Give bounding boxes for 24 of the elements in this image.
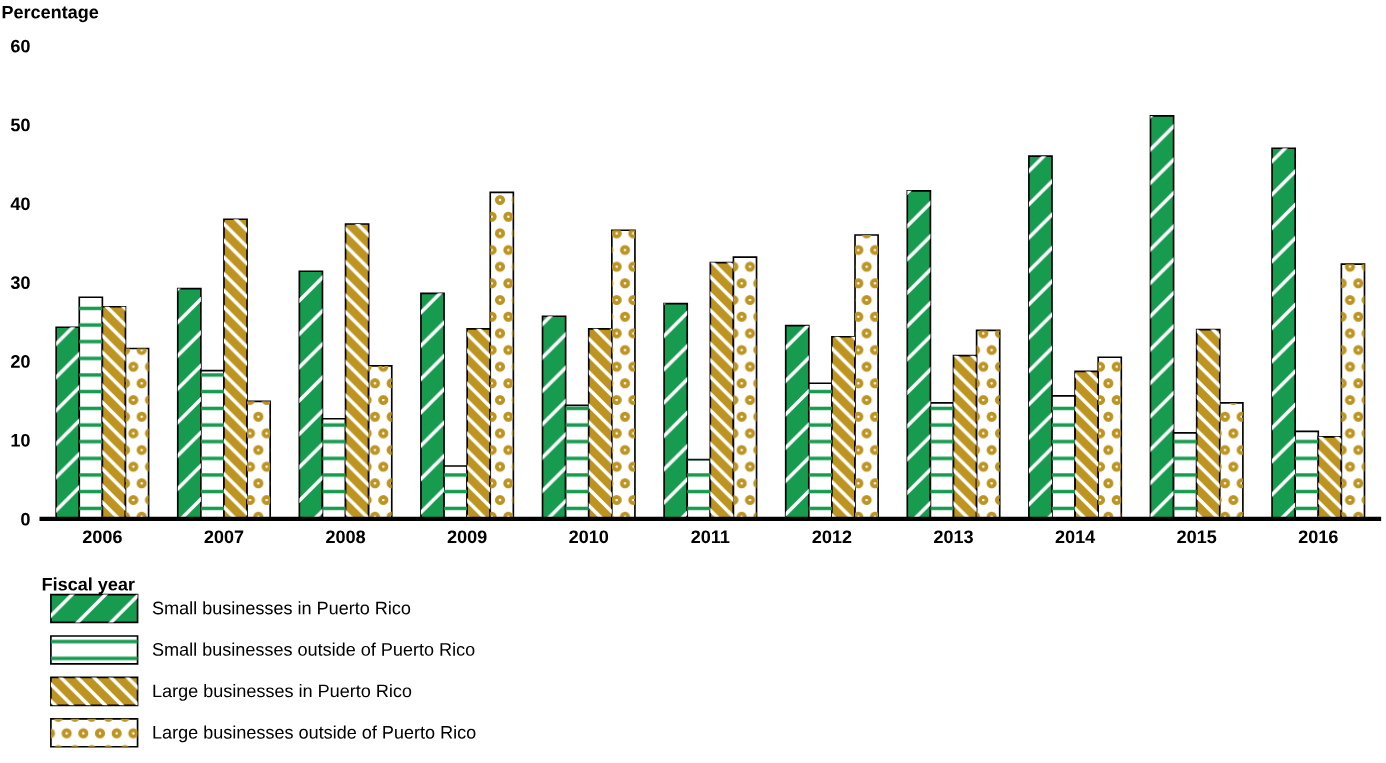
x-tick-label: 2015	[1177, 530, 1217, 544]
x-tick-label: 2013	[934, 530, 973, 544]
x-tick-label: 2008	[326, 530, 366, 544]
y-tick-label: 0	[21, 512, 30, 526]
legend-label: Large businesses in Puerto Rico	[153, 684, 412, 701]
x-tick-label: 2011	[691, 530, 730, 544]
x-tick-label: 2007	[204, 530, 244, 544]
x-tick-label: 2006	[82, 530, 122, 544]
x-tick-label: 2009	[447, 530, 487, 544]
x-tick-label: 2012	[812, 530, 852, 544]
legend-label: Large businesses outside of Puerto Rico	[153, 725, 476, 743]
x-axis-title: Fiscal year	[42, 577, 135, 595]
y-tick-label: 20	[11, 355, 30, 368]
x-tick-label: 2016	[1298, 530, 1338, 544]
y-tick-label: 50	[10, 118, 30, 132]
y-tick-label: 40	[10, 197, 30, 211]
x-tick-label: 2014	[1055, 530, 1096, 544]
y-axis-title: Percentage	[2, 5, 99, 23]
y-tick-label: 30	[10, 276, 30, 290]
legend-label: Small businesses in Puerto Rico	[152, 601, 411, 615]
y-tick-label: 10	[11, 433, 30, 447]
y-tick-label: 60	[11, 39, 30, 53]
x-tick-label: 2010	[569, 530, 609, 544]
legend-label: Small businesses outside of Puerto Rico	[152, 642, 475, 656]
